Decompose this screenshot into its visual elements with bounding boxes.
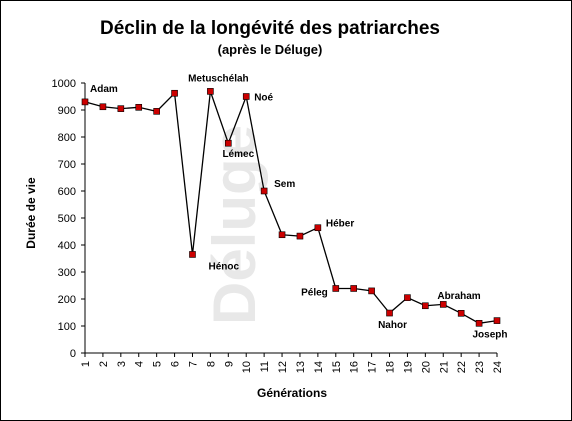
data-point-marker bbox=[386, 309, 393, 317]
series-line bbox=[84, 91, 498, 324]
y-tick-label: 900 bbox=[58, 105, 76, 117]
data-point-marker bbox=[189, 251, 196, 258]
y-tick-label: 400 bbox=[58, 240, 76, 252]
data-point-marker bbox=[475, 319, 483, 327]
point-label: Sem bbox=[274, 179, 295, 190]
y-tick-label: 0 bbox=[70, 348, 76, 360]
x-tick-label: 14 bbox=[313, 361, 325, 373]
y-ticks: 0 100 200 300 400 500 600 700 800 900 1000 bbox=[52, 78, 85, 360]
data-point-marker bbox=[404, 294, 411, 301]
data-point-marker bbox=[135, 104, 143, 111]
x-tick-label: 11 bbox=[259, 361, 271, 372]
x-tick-label: 7 bbox=[187, 361, 199, 367]
point-label: Hénoc bbox=[208, 261, 239, 272]
point-label: Abraham bbox=[437, 291, 480, 302]
point-label: Lémec bbox=[222, 149, 254, 160]
data-point-marker bbox=[242, 93, 250, 100]
data-point-marker bbox=[457, 310, 465, 317]
x-tick-label: 3 bbox=[116, 361, 128, 367]
data-point-marker bbox=[296, 232, 304, 240]
data-point-marker bbox=[368, 287, 375, 295]
y-tick-label: 100 bbox=[58, 321, 76, 333]
data-point-marker bbox=[81, 98, 89, 106]
data-point-marker bbox=[153, 108, 160, 115]
x-tick-label: 5 bbox=[152, 361, 164, 367]
data-point-marker bbox=[171, 89, 178, 97]
data-point-marker bbox=[314, 224, 322, 232]
x-tick-label: 2 bbox=[98, 361, 110, 367]
x-tick-label: 4 bbox=[134, 361, 146, 367]
x-tick-label: 21 bbox=[438, 361, 450, 373]
chart-subtitle: (après le Déluge) bbox=[217, 42, 323, 57]
data-point-marker bbox=[493, 317, 501, 324]
x-tick-label: 16 bbox=[349, 361, 361, 373]
x-tick-label: 18 bbox=[385, 361, 397, 373]
y-tick-label: 600 bbox=[58, 186, 76, 198]
x-tick-label: 12 bbox=[277, 361, 289, 373]
x-tick-label: 22 bbox=[456, 361, 468, 373]
x-tick-label: 20 bbox=[420, 361, 432, 373]
x-tick-label: 9 bbox=[223, 361, 235, 367]
data-point-marker bbox=[207, 88, 214, 95]
point-label: Nahor bbox=[378, 320, 407, 331]
point-label: Joseph bbox=[472, 330, 507, 341]
point-label: Héber bbox=[326, 219, 354, 230]
x-tick-label: 19 bbox=[402, 361, 414, 373]
watermark-text: Déluge bbox=[201, 125, 268, 325]
data-point-marker bbox=[260, 187, 268, 195]
y-tick-label: 700 bbox=[58, 159, 76, 171]
point-label: Noé bbox=[254, 93, 273, 104]
chart-title: Déclin de la longévité des patriarches bbox=[99, 18, 440, 39]
x-tick-label: 10 bbox=[241, 361, 253, 373]
y-tick-label: 300 bbox=[58, 267, 76, 279]
title-block: Déclin de la longévité des patriarches (… bbox=[0, 18, 540, 57]
x-ticks: 1 2 3 4 5 6 7 8 9 10 11 12 13 14 15 16 17 18 19 20 21 22 23 24 bbox=[80, 353, 504, 373]
point-label: Metuschélah bbox=[188, 73, 249, 84]
x-axis-label: Générations bbox=[257, 386, 327, 400]
y-axis-label: Durée de vie bbox=[24, 177, 38, 249]
x-tick-label: 24 bbox=[492, 361, 504, 373]
data-point-marker bbox=[350, 285, 357, 292]
data-markers bbox=[81, 88, 501, 327]
data-point-marker bbox=[422, 302, 429, 310]
y-tick-label: 500 bbox=[58, 213, 76, 225]
data-point-marker bbox=[439, 301, 447, 308]
x-tick-label: 13 bbox=[295, 361, 307, 373]
x-tick-label: 8 bbox=[205, 361, 217, 367]
y-tick-label: 800 bbox=[58, 132, 76, 144]
data-point-marker bbox=[99, 103, 107, 111]
x-tick-label: 17 bbox=[367, 361, 379, 373]
x-tick-label: 6 bbox=[170, 361, 182, 367]
y-tick-label: 200 bbox=[58, 294, 76, 306]
y-tick-label: 1000 bbox=[52, 78, 76, 90]
data-point-marker bbox=[278, 231, 286, 239]
x-tick-label: 1 bbox=[80, 361, 92, 367]
data-point-marker bbox=[117, 105, 125, 112]
point-label: Péleg bbox=[301, 287, 328, 298]
data-point-marker bbox=[225, 139, 232, 147]
point-labels: Adam Hénoc Metuschélah Lémec Noé Sem Héber Péle… bbox=[90, 73, 508, 340]
data-point-marker bbox=[332, 285, 340, 292]
x-tick-label: 23 bbox=[474, 361, 486, 373]
x-tick-label: 15 bbox=[331, 361, 343, 373]
point-label: Adam bbox=[90, 84, 118, 95]
